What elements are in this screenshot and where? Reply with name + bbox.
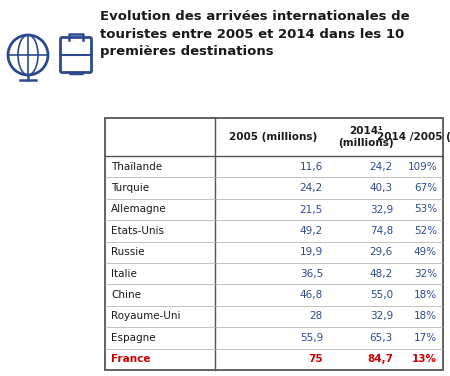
Text: 67%: 67% xyxy=(414,183,437,193)
Text: 40,3: 40,3 xyxy=(370,183,393,193)
Text: Evolution des arrivées internationales de
touristes entre 2005 et 2014 dans les : Evolution des arrivées internationales d… xyxy=(100,10,410,58)
Text: Thaïlande: Thaïlande xyxy=(111,162,162,172)
Text: 48,2: 48,2 xyxy=(370,269,393,279)
Bar xyxy=(105,118,443,370)
Text: Italie: Italie xyxy=(111,269,137,279)
Text: 2014¹
(millions): 2014¹ (millions) xyxy=(338,126,394,148)
Text: 18%: 18% xyxy=(414,311,437,321)
Text: 2005 (millions): 2005 (millions) xyxy=(229,132,317,142)
Text: 2014 /2005 (%): 2014 /2005 (%) xyxy=(378,132,450,142)
Text: 49,2: 49,2 xyxy=(300,226,323,236)
Text: 21,5: 21,5 xyxy=(300,205,323,214)
Text: 28: 28 xyxy=(310,311,323,321)
Text: 75: 75 xyxy=(308,354,323,364)
Text: 17%: 17% xyxy=(414,333,437,343)
Text: 32,9: 32,9 xyxy=(370,205,393,214)
Text: 18%: 18% xyxy=(414,290,437,300)
Text: Turquie: Turquie xyxy=(111,183,149,193)
Text: 32,9: 32,9 xyxy=(370,311,393,321)
Text: France: France xyxy=(111,354,150,364)
Text: 52%: 52% xyxy=(414,226,437,236)
Text: 24,2: 24,2 xyxy=(370,162,393,172)
Text: 55,9: 55,9 xyxy=(300,333,323,343)
Text: 49%: 49% xyxy=(414,247,437,257)
Text: 24,2: 24,2 xyxy=(300,183,323,193)
Text: 36,5: 36,5 xyxy=(300,269,323,279)
Text: Espagne: Espagne xyxy=(111,333,156,343)
Text: 29,6: 29,6 xyxy=(370,247,393,257)
Text: 32%: 32% xyxy=(414,269,437,279)
Text: Russie: Russie xyxy=(111,247,144,257)
Text: Chine: Chine xyxy=(111,290,141,300)
Text: 84,7: 84,7 xyxy=(367,354,393,364)
Text: Etats-Unis: Etats-Unis xyxy=(111,226,164,236)
Text: 19,9: 19,9 xyxy=(300,247,323,257)
Text: Royaume-Uni: Royaume-Uni xyxy=(111,311,180,321)
Text: 53%: 53% xyxy=(414,205,437,214)
Text: Allemagne: Allemagne xyxy=(111,205,166,214)
Text: 109%: 109% xyxy=(407,162,437,172)
Text: 46,8: 46,8 xyxy=(300,290,323,300)
Text: 11,6: 11,6 xyxy=(300,162,323,172)
FancyBboxPatch shape xyxy=(60,38,91,73)
Text: 13%: 13% xyxy=(412,354,437,364)
Text: 74,8: 74,8 xyxy=(370,226,393,236)
Text: 65,3: 65,3 xyxy=(370,333,393,343)
Text: 55,0: 55,0 xyxy=(370,290,393,300)
